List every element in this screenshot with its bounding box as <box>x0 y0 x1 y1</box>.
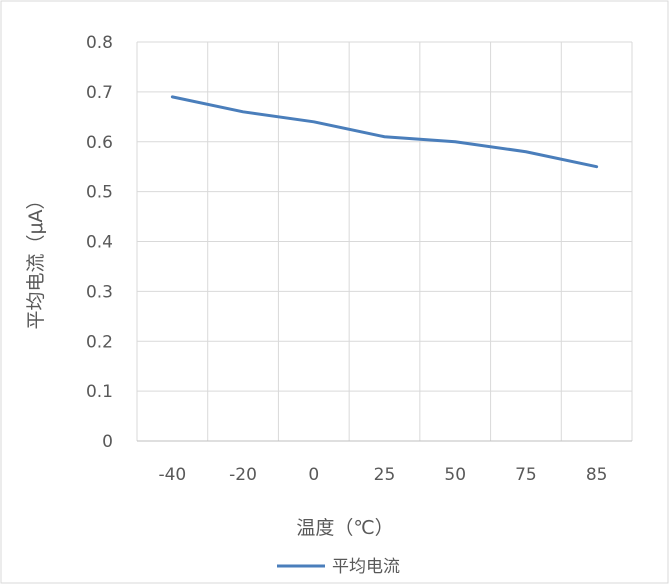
y-tick-label: 0.6 <box>86 133 113 153</box>
x-tick-label: 75 <box>515 465 537 485</box>
y-tick-label: 0 <box>102 432 113 452</box>
x-tick-label: -40 <box>158 465 186 485</box>
x-tick-label: 85 <box>586 465 608 485</box>
x-axis-label: 温度（℃） <box>296 517 393 539</box>
y-tick-label: 0.5 <box>86 183 113 203</box>
y-tick-label: 0.3 <box>86 282 113 302</box>
y-tick-label: 0.4 <box>86 233 113 253</box>
y-axis-label: 平均电流（μA） <box>25 190 47 329</box>
y-tick-label: 0.8 <box>86 33 113 53</box>
x-tick-label: 50 <box>444 465 466 485</box>
x-tick-label: 0 <box>308 465 319 485</box>
legend-label: 平均电流 <box>332 557 400 577</box>
y-tick-label: 0.7 <box>86 83 113 103</box>
x-tick-label: -20 <box>229 465 257 485</box>
y-axis-ticks: 0 0.1 0.2 0.3 0.4 0.5 0.6 0.7 0.8 <box>86 33 113 452</box>
y-tick-label: 0.1 <box>86 382 113 402</box>
x-tick-label: 25 <box>374 465 396 485</box>
y-tick-label: 0.2 <box>86 332 113 352</box>
